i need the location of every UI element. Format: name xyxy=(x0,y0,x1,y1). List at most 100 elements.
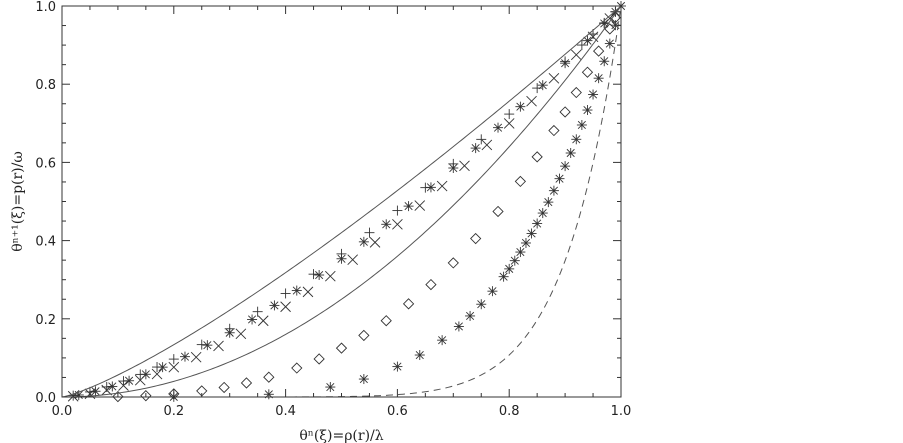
y-tick-label: 0.2 xyxy=(35,313,56,328)
series-4-point xyxy=(515,247,526,258)
series-3-point xyxy=(470,232,482,245)
series-3-point xyxy=(335,342,348,354)
series-1-point xyxy=(515,101,526,112)
series-2-point xyxy=(570,49,582,61)
series-2-point xyxy=(347,254,358,265)
x-tick-label: 0.2 xyxy=(163,404,184,419)
y-tick-label: 1.0 xyxy=(35,0,56,15)
series-0-point xyxy=(476,134,487,145)
series-2-point xyxy=(526,95,537,107)
series-1-point xyxy=(381,219,392,230)
series-4-point xyxy=(532,218,543,229)
series-2-point xyxy=(392,219,403,230)
series-2-point xyxy=(302,286,314,298)
series-1-point xyxy=(269,300,280,311)
series-3-point xyxy=(313,353,325,365)
series-4-point xyxy=(453,321,464,332)
series-2-point xyxy=(151,368,163,380)
series-4-point xyxy=(537,208,548,219)
series-4-point xyxy=(571,134,582,145)
series-6-line xyxy=(61,5,622,398)
series-4-point xyxy=(263,389,274,400)
series-2-point xyxy=(235,328,247,340)
series-0-point xyxy=(576,40,587,51)
series-4-point xyxy=(414,350,425,361)
series-3-point xyxy=(570,86,582,99)
series-2-point xyxy=(503,118,515,129)
series-2-point xyxy=(280,301,291,313)
y-tick-label: 0.6 xyxy=(35,156,56,171)
series-3-point xyxy=(593,45,605,57)
series-1-point xyxy=(448,163,459,174)
series-2-point xyxy=(118,380,129,391)
series-3-point xyxy=(492,205,504,218)
series-4-point xyxy=(560,161,571,172)
series-4-point xyxy=(604,38,615,49)
series-3-point xyxy=(447,257,459,269)
series-4-point xyxy=(593,73,604,84)
series-1-point xyxy=(403,201,414,212)
series-4-point xyxy=(554,173,565,184)
series-4-point xyxy=(437,335,448,346)
series-0-point xyxy=(280,288,291,299)
x-axis-title: θⁿ(ξ)=ρ(r)/λ xyxy=(299,428,383,443)
series-0-point xyxy=(532,83,543,94)
x-tick-label: 0.6 xyxy=(387,404,408,419)
series-3-point xyxy=(112,390,124,403)
series-1-point xyxy=(336,253,347,264)
series-5-line xyxy=(61,5,622,398)
series-0-point xyxy=(308,269,319,280)
series-3-point xyxy=(380,315,392,327)
series-1-point xyxy=(314,270,325,281)
series-4-point xyxy=(599,56,610,67)
series-4-point xyxy=(520,237,531,248)
y-tick-label: 0.4 xyxy=(35,235,56,250)
series-4-point xyxy=(325,382,336,393)
series-1-point xyxy=(157,362,168,373)
series-4-point xyxy=(392,361,403,372)
series-1-point xyxy=(470,143,481,154)
series-1-point xyxy=(179,351,190,362)
series-1-point xyxy=(493,122,504,133)
series-3-point xyxy=(514,175,527,188)
series-4-point xyxy=(487,286,498,297)
y-tick-label: 0.0 xyxy=(35,391,56,406)
series-7-line xyxy=(62,5,622,398)
series-3-point xyxy=(218,381,230,394)
series-4-point xyxy=(465,310,476,321)
series-0-point xyxy=(392,205,403,216)
series-2-point xyxy=(101,384,113,396)
plot-frame xyxy=(61,5,622,398)
x-tick-label: 0.8 xyxy=(499,404,520,419)
series-1-point xyxy=(582,35,593,46)
series-0-point xyxy=(252,306,263,317)
y-axis-title: θⁿ⁺¹(ξ)=p(r)/ω xyxy=(10,151,26,252)
series-3-point xyxy=(531,151,543,163)
series-2-point xyxy=(325,270,336,282)
series-2-point xyxy=(459,160,470,172)
series-1-point xyxy=(537,80,548,91)
series-4-point xyxy=(565,148,576,159)
curves-layer xyxy=(61,5,622,398)
series-2-point xyxy=(190,351,202,363)
series-2-point xyxy=(436,180,448,192)
series-4-point xyxy=(588,89,599,100)
series-1-point xyxy=(425,182,436,193)
series-4-point xyxy=(543,197,554,208)
series-1-point xyxy=(202,340,213,351)
series-3-point xyxy=(140,390,152,402)
series-2-point xyxy=(168,361,180,373)
series-3-point xyxy=(425,278,437,291)
marks-layer xyxy=(67,1,626,403)
series-1-point xyxy=(224,327,235,338)
ticks-layer: 0.0 0.2 0.4 0.6 0.8 1.0 0.0 0.2 0.4 0.6 0.8 1.0 xyxy=(35,0,631,419)
series-1-point xyxy=(247,314,258,325)
series-3-point xyxy=(358,329,370,342)
series-4-point xyxy=(576,119,587,130)
series-0-point xyxy=(504,109,515,120)
series-4-point xyxy=(509,255,520,266)
series-4-point xyxy=(476,299,487,310)
series-2-point xyxy=(213,340,224,352)
series-3-point xyxy=(263,371,275,383)
